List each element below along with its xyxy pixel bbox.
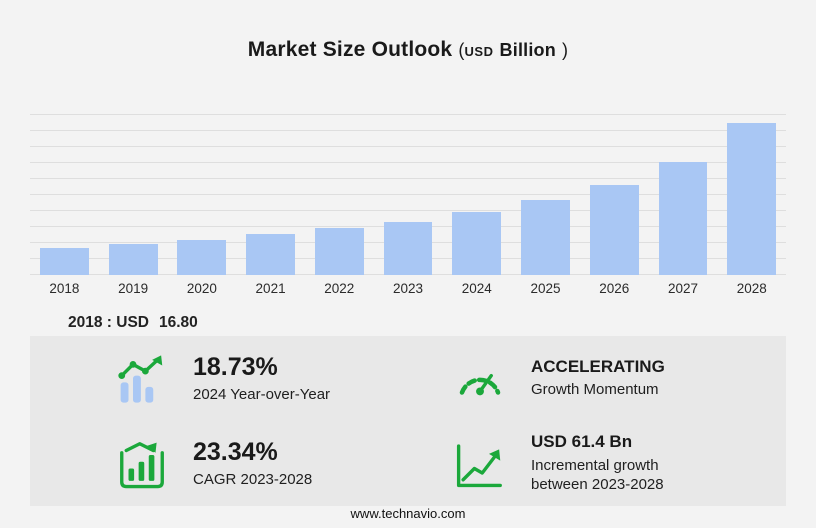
- bar-series: [30, 114, 786, 275]
- bar-2019: [108, 244, 158, 275]
- x-tick-label-2020: 2020: [186, 281, 217, 296]
- bar-chart-growth-icon: [115, 352, 169, 406]
- bar-2022: [314, 228, 364, 275]
- stat-cagr: 23.34% CAGR 2023-2028: [30, 421, 408, 506]
- bar-slot: [167, 114, 236, 275]
- momentum-label: Growth Momentum: [531, 381, 659, 399]
- momentum-value: ACCELERATING: [531, 357, 665, 377]
- bar-slot: [30, 114, 99, 275]
- yoy-label: 2024 Year-over-Year: [193, 385, 331, 403]
- speedometer-icon: [453, 352, 507, 406]
- title-paren-open: (: [458, 40, 465, 60]
- incremental-value: USD 61.4 Bn: [531, 432, 633, 452]
- x-tick-label-2024: 2024: [461, 281, 492, 296]
- x-tick-label-2022: 2022: [324, 281, 355, 296]
- bar-2027: [658, 161, 708, 275]
- base-year-label: 2018 : USD: [68, 314, 149, 331]
- title-currency: USD: [464, 44, 494, 59]
- x-tick-label-2023: 2023: [393, 281, 424, 296]
- website-url: www.technavio.com: [350, 506, 466, 521]
- stats-panel: 18.73% 2024 Year-over-Year ACCELERATING …: [30, 336, 786, 506]
- bar-2028: [727, 122, 777, 275]
- stat-momentum: ACCELERATING Growth Momentum: [408, 336, 786, 421]
- bar-slot: [717, 114, 786, 275]
- yoy-value: 18.73%: [193, 352, 278, 381]
- incremental-label-line2: between 2023-2028: [531, 476, 664, 494]
- bar-chart: [30, 114, 786, 275]
- chart-title-main: Market Size Outlook: [247, 38, 453, 61]
- bar-2026: [589, 185, 639, 275]
- chart-title: Market Size Outlook (USD Billion ): [0, 38, 816, 62]
- bar-slot: [442, 114, 511, 275]
- x-tick-label-2021: 2021: [255, 281, 286, 296]
- x-tick-label-2026: 2026: [599, 281, 630, 296]
- incremental-label-line1: Incremental growth: [531, 456, 659, 474]
- stat-incremental: USD 61.4 Bn Incremental growth between 2…: [408, 421, 786, 506]
- bar-slot: [511, 114, 580, 275]
- bar-2018: [39, 247, 89, 275]
- bar-slot: [580, 114, 649, 275]
- x-tick-label-2025: 2025: [530, 281, 561, 296]
- bar-2025: [521, 199, 570, 275]
- base-year-value: 16.80: [158, 314, 198, 331]
- stat-yoy: 18.73% 2024 Year-over-Year: [30, 336, 408, 421]
- bar-slot: [374, 114, 443, 275]
- x-tick-label-2019: 2019: [118, 281, 149, 296]
- growth-line-icon: [453, 437, 507, 491]
- bar-slot: [99, 114, 168, 275]
- bar-2020: [177, 239, 227, 275]
- x-tick-label-2027: 2027: [667, 281, 698, 296]
- x-tick-label-2028: 2028: [736, 281, 767, 296]
- bar-2024: [452, 211, 502, 275]
- bar-slot: [305, 114, 374, 275]
- x-axis-labels: 2018 2019 2020 2021 2022 2023 2024 2025 2026 2027…: [30, 281, 786, 296]
- bar-slot: [236, 114, 305, 275]
- title-paren-close: ): [562, 40, 569, 60]
- bar-2023: [383, 221, 433, 275]
- base-year-note: 2018 : USD 16.80: [68, 314, 198, 332]
- title-unit: Billion: [499, 40, 556, 60]
- cagr-chart-icon: [115, 437, 169, 491]
- cagr-value: 23.34%: [193, 437, 278, 466]
- bar-slot: [649, 114, 718, 275]
- x-tick-label-2018: 2018: [49, 281, 80, 296]
- cagr-label: CAGR 2023-2028: [193, 470, 313, 488]
- bar-2021: [246, 234, 295, 275]
